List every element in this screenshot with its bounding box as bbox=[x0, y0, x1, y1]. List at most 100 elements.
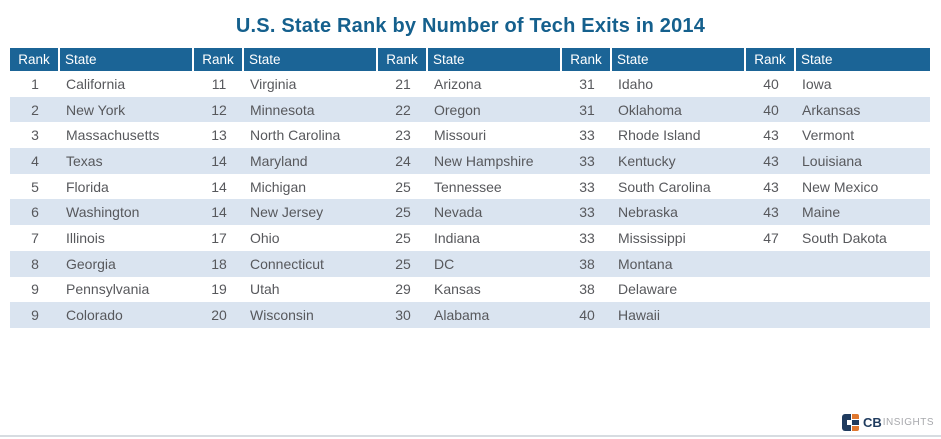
row-group: 43 New Mexico bbox=[746, 174, 930, 200]
bottom-divider bbox=[0, 435, 941, 437]
table-row: 1 California 11 Virginia 21 Arizona 31 Idaho 40 I… bbox=[10, 71, 930, 97]
rank-cell: 33 bbox=[579, 204, 595, 221]
rank-cell: 5 bbox=[31, 178, 39, 195]
row-group: 23 Missouri bbox=[378, 122, 562, 148]
row-group: 25 DC bbox=[378, 251, 562, 277]
header-group: Rank State bbox=[746, 48, 930, 71]
state-cell: Rhode Island bbox=[618, 127, 701, 144]
state-cell: Louisiana bbox=[802, 152, 862, 169]
state-cell: Maine bbox=[802, 204, 841, 221]
state-cell: Arkansas bbox=[802, 101, 861, 118]
table-body: 1 California 11 Virginia 21 Arizona 31 Idaho 40 I… bbox=[10, 71, 930, 328]
state-cell: Arizona bbox=[434, 75, 482, 92]
row-group: 14 New Jersey bbox=[194, 199, 378, 225]
column-header-state: State bbox=[428, 48, 560, 71]
rank-cell: 33 bbox=[579, 127, 595, 144]
state-cell: New Mexico bbox=[802, 178, 879, 195]
rank-cell: 9 bbox=[31, 307, 39, 324]
state-cell: Iowa bbox=[802, 75, 832, 92]
rank-cell: 31 bbox=[579, 75, 595, 92]
cb-insights-logo-icon bbox=[841, 413, 860, 431]
state-cell: Florida bbox=[66, 178, 109, 195]
rank-cell: 2 bbox=[31, 101, 39, 118]
state-cell: Minnesota bbox=[250, 101, 315, 118]
state-cell: Ohio bbox=[250, 229, 280, 246]
row-group bbox=[746, 251, 930, 277]
rank-cell: 6 bbox=[31, 204, 39, 221]
row-group: 14 Michigan bbox=[194, 174, 378, 200]
table-row: 2 New York 12 Minnesota 22 Oregon 31 Oklahoma 40… bbox=[10, 96, 930, 123]
row-group: 25 Indiana bbox=[378, 225, 562, 251]
rank-cell: 1 bbox=[31, 75, 39, 92]
state-cell: Missouri bbox=[434, 127, 487, 144]
row-group: 33 Nebraska bbox=[562, 199, 746, 225]
rank-cell: 33 bbox=[579, 152, 595, 169]
rank-cell: 21 bbox=[395, 75, 411, 92]
column-header-rank: Rank bbox=[562, 48, 610, 71]
rank-cell: 17 bbox=[211, 229, 227, 246]
table-header-row: Rank State Rank State Rank State Rank State Rank… bbox=[10, 48, 930, 71]
rank-cell bbox=[746, 251, 796, 277]
state-cell: North Carolina bbox=[250, 127, 341, 144]
row-group: 9 Pennsylvania bbox=[10, 277, 194, 303]
state-cell: New Hampshire bbox=[434, 152, 534, 169]
rank-cell: 43 bbox=[763, 152, 779, 169]
row-group: 25 Tennessee bbox=[378, 174, 562, 200]
row-group: 33 Mississippi bbox=[562, 225, 746, 251]
rank-cell: 25 bbox=[395, 255, 411, 272]
rank-cell: 14 bbox=[211, 204, 227, 221]
state-cell: Nebraska bbox=[618, 204, 678, 221]
row-group: 25 Nevada bbox=[378, 199, 562, 225]
row-group: 21 Arizona bbox=[378, 71, 562, 97]
row-group: 29 Kansas bbox=[378, 277, 562, 303]
rank-cell: 30 bbox=[395, 307, 411, 324]
state-cell bbox=[796, 277, 930, 303]
row-group: 2 New York bbox=[10, 97, 194, 123]
row-group: 12 Minnesota bbox=[194, 97, 378, 123]
column-header-state: State bbox=[612, 48, 744, 71]
row-group: 47 South Dakota bbox=[746, 225, 930, 251]
rank-cell: 13 bbox=[211, 127, 227, 144]
rank-cell: 38 bbox=[579, 281, 595, 298]
rank-cell: 18 bbox=[211, 255, 227, 272]
row-group: 17 Ohio bbox=[194, 225, 378, 251]
state-cell: Pennsylvania bbox=[66, 281, 150, 298]
row-group bbox=[746, 277, 930, 303]
state-cell: Kentucky bbox=[618, 152, 676, 169]
state-cell: Maryland bbox=[250, 152, 308, 169]
state-cell: Washington bbox=[66, 204, 140, 221]
state-cell: Texas bbox=[66, 152, 103, 169]
state-cell: Nevada bbox=[434, 204, 483, 221]
table-row: 6 Washington 14 New Jersey 25 Nevada 33 Nebrask… bbox=[10, 199, 930, 226]
row-group: 11 Virginia bbox=[194, 71, 378, 97]
column-header-rank: Rank bbox=[10, 48, 58, 71]
rank-cell: 9 bbox=[31, 281, 39, 298]
row-group: 33 South Carolina bbox=[562, 174, 746, 200]
rank-cell: 47 bbox=[763, 229, 779, 246]
state-cell: Utah bbox=[250, 281, 280, 298]
state-cell bbox=[796, 251, 930, 277]
rank-cell: 33 bbox=[579, 178, 595, 195]
rank-cell: 43 bbox=[763, 204, 779, 221]
state-cell: Hawaii bbox=[618, 307, 661, 324]
state-cell: Montana bbox=[618, 255, 673, 272]
rank-cell: 19 bbox=[211, 281, 227, 298]
rank-cell: 23 bbox=[395, 127, 411, 144]
state-cell: Kansas bbox=[434, 281, 481, 298]
column-header-state: State bbox=[796, 48, 930, 71]
state-cell: Connecticut bbox=[250, 255, 324, 272]
table-row: 9 Colorado 20 Wisconsin 30 Alabama 40 Hawaii bbox=[10, 302, 930, 328]
state-cell: Tennessee bbox=[434, 178, 502, 195]
row-group: 40 Iowa bbox=[746, 71, 930, 97]
row-group: 33 Rhode Island bbox=[562, 122, 746, 148]
column-header-rank: Rank bbox=[746, 48, 794, 71]
rank-cell: 33 bbox=[579, 229, 595, 246]
row-group: 43 Maine bbox=[746, 199, 930, 225]
row-group: 7 Illinois bbox=[10, 225, 194, 251]
state-cell: Alabama bbox=[434, 307, 490, 324]
row-group: 14 Maryland bbox=[194, 148, 378, 174]
state-cell: Mississippi bbox=[618, 229, 686, 246]
state-cell: Georgia bbox=[66, 255, 116, 272]
row-group: 31 Oklahoma bbox=[562, 97, 746, 123]
